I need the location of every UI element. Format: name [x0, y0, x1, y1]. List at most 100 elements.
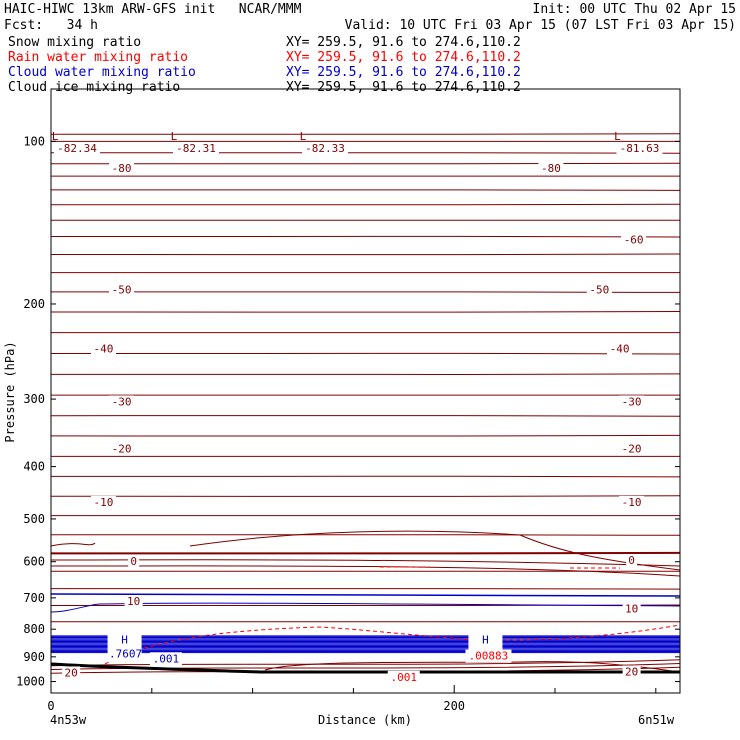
cloud-water-contours	[50, 593, 681, 654]
y-tick-label: 800	[23, 622, 45, 636]
isotherm	[50, 495, 681, 497]
cloud-water-contour	[50, 637, 681, 640]
isotherm	[50, 162, 681, 165]
x-tick-label: 200	[443, 699, 465, 713]
y-tick-label: 600	[23, 555, 45, 569]
temperature-label: 20	[65, 666, 78, 679]
cloud-water-contour	[50, 651, 681, 654]
y-axis-label: Pressure (hPa)	[3, 341, 17, 442]
temperature-label-bg	[109, 442, 135, 456]
temperature-label: -30	[622, 395, 642, 408]
y-tick-label: 500	[23, 512, 45, 526]
temperature-label-bg	[62, 666, 81, 680]
field-xy-cloudwater: XY= 259.5, 91.6 to 274.6,110.2	[286, 65, 521, 80]
forecast-hour: Fcst: 34 h	[4, 18, 98, 33]
temperature-label: -40	[610, 343, 630, 356]
temperature-label-bg	[621, 233, 647, 247]
y-tick-label: 700	[23, 591, 45, 605]
temperature-label: -20	[112, 442, 132, 455]
temperature-label-bg	[619, 395, 645, 409]
temperature-label-bg	[109, 395, 135, 409]
temperature-label: 10	[127, 595, 140, 608]
field-xy-cloudice: XY= 259.5, 91.6 to 274.6,110.2	[286, 80, 521, 95]
cloud-water-label-bg	[149, 652, 182, 666]
cloud-water-label: .001	[153, 652, 180, 665]
temperature-label-bg	[90, 342, 116, 356]
terrain-surface	[50, 662, 680, 674]
temperature-label: -40	[93, 343, 113, 356]
right-endpoint-label: 6n51w	[638, 713, 675, 727]
high-box	[107, 631, 142, 662]
field-xy-rain: XY= 259.5, 91.6 to 274.6,110.2	[286, 50, 521, 65]
low-marker: L	[300, 130, 307, 143]
isotherm	[50, 475, 681, 478]
isotherm	[50, 352, 681, 355]
low-value: -82.34	[57, 142, 97, 155]
temperature-label: -10	[93, 496, 113, 509]
isotherm	[50, 559, 681, 567]
low-value: -81.63	[620, 142, 660, 155]
high-marker: H	[121, 634, 128, 647]
isotherm	[50, 373, 681, 375]
cloud-water-contour	[50, 602, 681, 613]
isotherm	[50, 434, 681, 437]
y-tick-label: 200	[23, 297, 45, 311]
terrain-line	[50, 662, 680, 674]
low-value: -82.31	[176, 142, 216, 155]
temperature-label: -20	[622, 442, 642, 455]
rain-water-label-bg	[465, 649, 512, 663]
isotherm	[50, 253, 681, 256]
temperature-label-bg	[619, 495, 645, 509]
left-endpoint-label: 4n53w	[50, 713, 87, 727]
isotherm	[50, 534, 681, 536]
temperature-label-bg	[128, 554, 140, 568]
temperature-label-bg	[622, 665, 641, 679]
cloud-water-contour	[50, 641, 681, 644]
cloud-water-contour	[50, 649, 681, 651]
cloud-water-contour	[50, 644, 681, 646]
isotherm	[264, 661, 681, 673]
isotherm	[50, 235, 681, 238]
isotherm	[50, 189, 681, 191]
rain-water-label-bg	[387, 670, 420, 684]
cloud-water-contour	[50, 645, 681, 648]
low-marker: L	[171, 130, 178, 143]
isotherm	[50, 291, 681, 293]
temperature-label-bg	[619, 442, 645, 456]
temperature-label-bg	[622, 602, 641, 616]
init-time: Init: 00 UTC Thu 02 Apr 15	[532, 2, 737, 17]
temperature-label: -80	[541, 162, 561, 175]
isotherm	[50, 551, 681, 555]
temperature-label-bg	[90, 495, 116, 509]
field-name-cloudice: Cloud ice mixing ratio	[8, 80, 181, 95]
low-value-bg	[172, 142, 219, 156]
temperature-label: 20	[625, 665, 638, 678]
low-marker: L	[614, 130, 621, 143]
temperature-label-bg	[109, 161, 135, 175]
temperature-label: 0	[130, 555, 137, 568]
cloud-water-contour	[50, 643, 681, 645]
high-value: .7607	[109, 648, 142, 661]
field-name-rain: Rain water mixing ratio	[8, 50, 189, 65]
temperature-label-bg	[109, 283, 135, 297]
y-tick-label: 1000	[16, 675, 45, 689]
cloud-water-contour	[50, 593, 681, 597]
valid-time: Valid: 10 UTC Fri 03 Apr 15 (07 LST Fri …	[344, 18, 736, 33]
temperature-label: -10	[622, 496, 642, 509]
temperature-label: -80	[112, 162, 132, 175]
cloud-water-contour	[50, 650, 681, 653]
low-value-bg	[54, 142, 101, 156]
low-marker: L	[52, 130, 59, 143]
field-name-snow: Snow mixing ratio	[8, 35, 142, 50]
x-axis-label: Distance (km)	[318, 713, 412, 727]
field-name-cloudwater: Cloud water mixing ratio	[8, 65, 196, 80]
low-value: -82.33	[305, 142, 345, 155]
x-tick-label: 0	[47, 699, 54, 713]
low-value-bg	[301, 142, 348, 156]
temperature-label: 0	[628, 554, 635, 567]
temperature-label: -50	[589, 283, 609, 296]
temperature-label-bg	[538, 161, 564, 175]
isotherm	[50, 415, 681, 417]
rain-water-contours	[104, 566, 681, 665]
